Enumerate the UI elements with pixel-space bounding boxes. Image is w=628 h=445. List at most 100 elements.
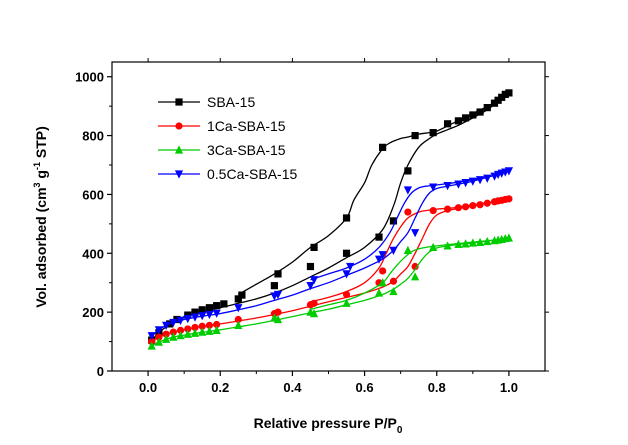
data-point [162,330,170,338]
x-axis-title: Relative pressure P/P0 [254,415,403,436]
data-point [176,326,185,334]
data-point [375,233,383,241]
data-point [220,300,228,308]
data-point [169,318,178,328]
series-layer [147,89,514,350]
data-point [198,327,207,336]
data-point [169,328,177,336]
data-point [374,288,384,297]
data-point [176,316,185,325]
data-point [270,282,278,290]
data-point [403,245,412,254]
plot-frame [111,61,546,372]
data-point [462,203,470,211]
data-point [475,176,485,185]
data-point [505,195,513,203]
x-tick-label: 1.0 [500,380,518,395]
data-point [342,270,351,279]
series-3Ca-SBA-15 [147,233,514,350]
data-point [429,129,437,137]
data-point [274,270,282,278]
data-point [155,333,163,341]
x-axis: 0.0 0.2 0.4 0.6 0.8 1.0 [139,58,518,395]
data-point [443,205,452,213]
data-point [234,295,242,303]
data-point [162,334,171,343]
data-point [469,202,477,210]
data-point [504,233,514,242]
data-point [404,167,412,175]
y-tick-label: 600 [82,187,104,202]
y-axis-title-part-1: Vol. adsorbed (cm [33,187,49,307]
data-point [378,251,387,260]
data-point [454,180,463,189]
data-point [454,239,463,249]
data-point [342,249,351,257]
data-point [274,308,282,316]
x-tick-label: 0.4 [283,380,302,395]
data-point [498,93,506,101]
data-point [205,304,214,312]
data-point [342,214,351,222]
data-point [342,298,351,307]
data-point [505,89,513,97]
data-point [379,143,387,151]
data-point [213,320,221,329]
data-point [342,290,351,299]
x-axis-title-main: Relative pressure P/P [254,415,397,431]
y-tick-label: 0 [97,364,104,379]
data-point [273,290,283,300]
data-point [346,262,355,272]
data-point [306,262,315,271]
legend: SBA-15 1Ca-SBA-15 3Ca-SBA-15 0.5Ca-SBA-15 [158,94,297,182]
legend-item: 1Ca-SBA-15 [158,118,286,134]
data-point [483,236,492,246]
data-point [162,321,171,330]
data-point [190,313,200,322]
data-point [494,96,502,104]
x-axis-title-subscript: 0 [397,425,403,436]
data-point [411,131,419,140]
data-point [469,111,477,119]
data-point [238,291,246,299]
data-point [468,177,477,186]
series-0.5Ca-SBA-15 [147,167,514,341]
data-point [309,309,319,318]
data-point [212,309,221,318]
data-point [389,246,398,255]
y-axis-title-part-3: g [33,170,49,182]
legend-label: SBA-15 [207,94,255,110]
data-point [443,182,452,191]
data-point [198,306,206,314]
data-point [504,167,514,176]
legend-label: 1Ca-SBA-15 [207,118,286,134]
data-point [443,241,452,250]
data-point [309,276,319,285]
data-point [191,323,199,332]
data-point [190,328,200,337]
y-tick-label: 200 [82,305,104,320]
data-point [483,104,491,112]
data-point [483,174,492,183]
x-tick-label: 0.8 [428,380,446,395]
y-axis-title: Vol. adsorbed (cm3 g-1 STP) [32,126,49,308]
y-tick-label: 400 [82,246,104,261]
x-tick-label: 0.6 [356,380,374,395]
data-point [379,267,387,275]
data-point [429,183,438,192]
data-point [443,120,452,128]
legend-item: 0.5Ca-SBA-15 [158,166,297,182]
data-point [378,278,387,287]
data-point [475,237,485,246]
data-point [234,315,242,324]
data-point [310,243,318,251]
legend-marker [174,170,184,179]
y-axis-title-part-2: 3 [32,182,42,187]
data-point [429,207,437,215]
data-point [205,321,214,329]
x-tick-label: 0.2 [211,380,229,395]
y-axis-title-part-5: STP) [33,126,49,162]
x-tick-label: 0.0 [139,380,157,395]
data-point [462,114,470,122]
data-point [429,242,438,251]
